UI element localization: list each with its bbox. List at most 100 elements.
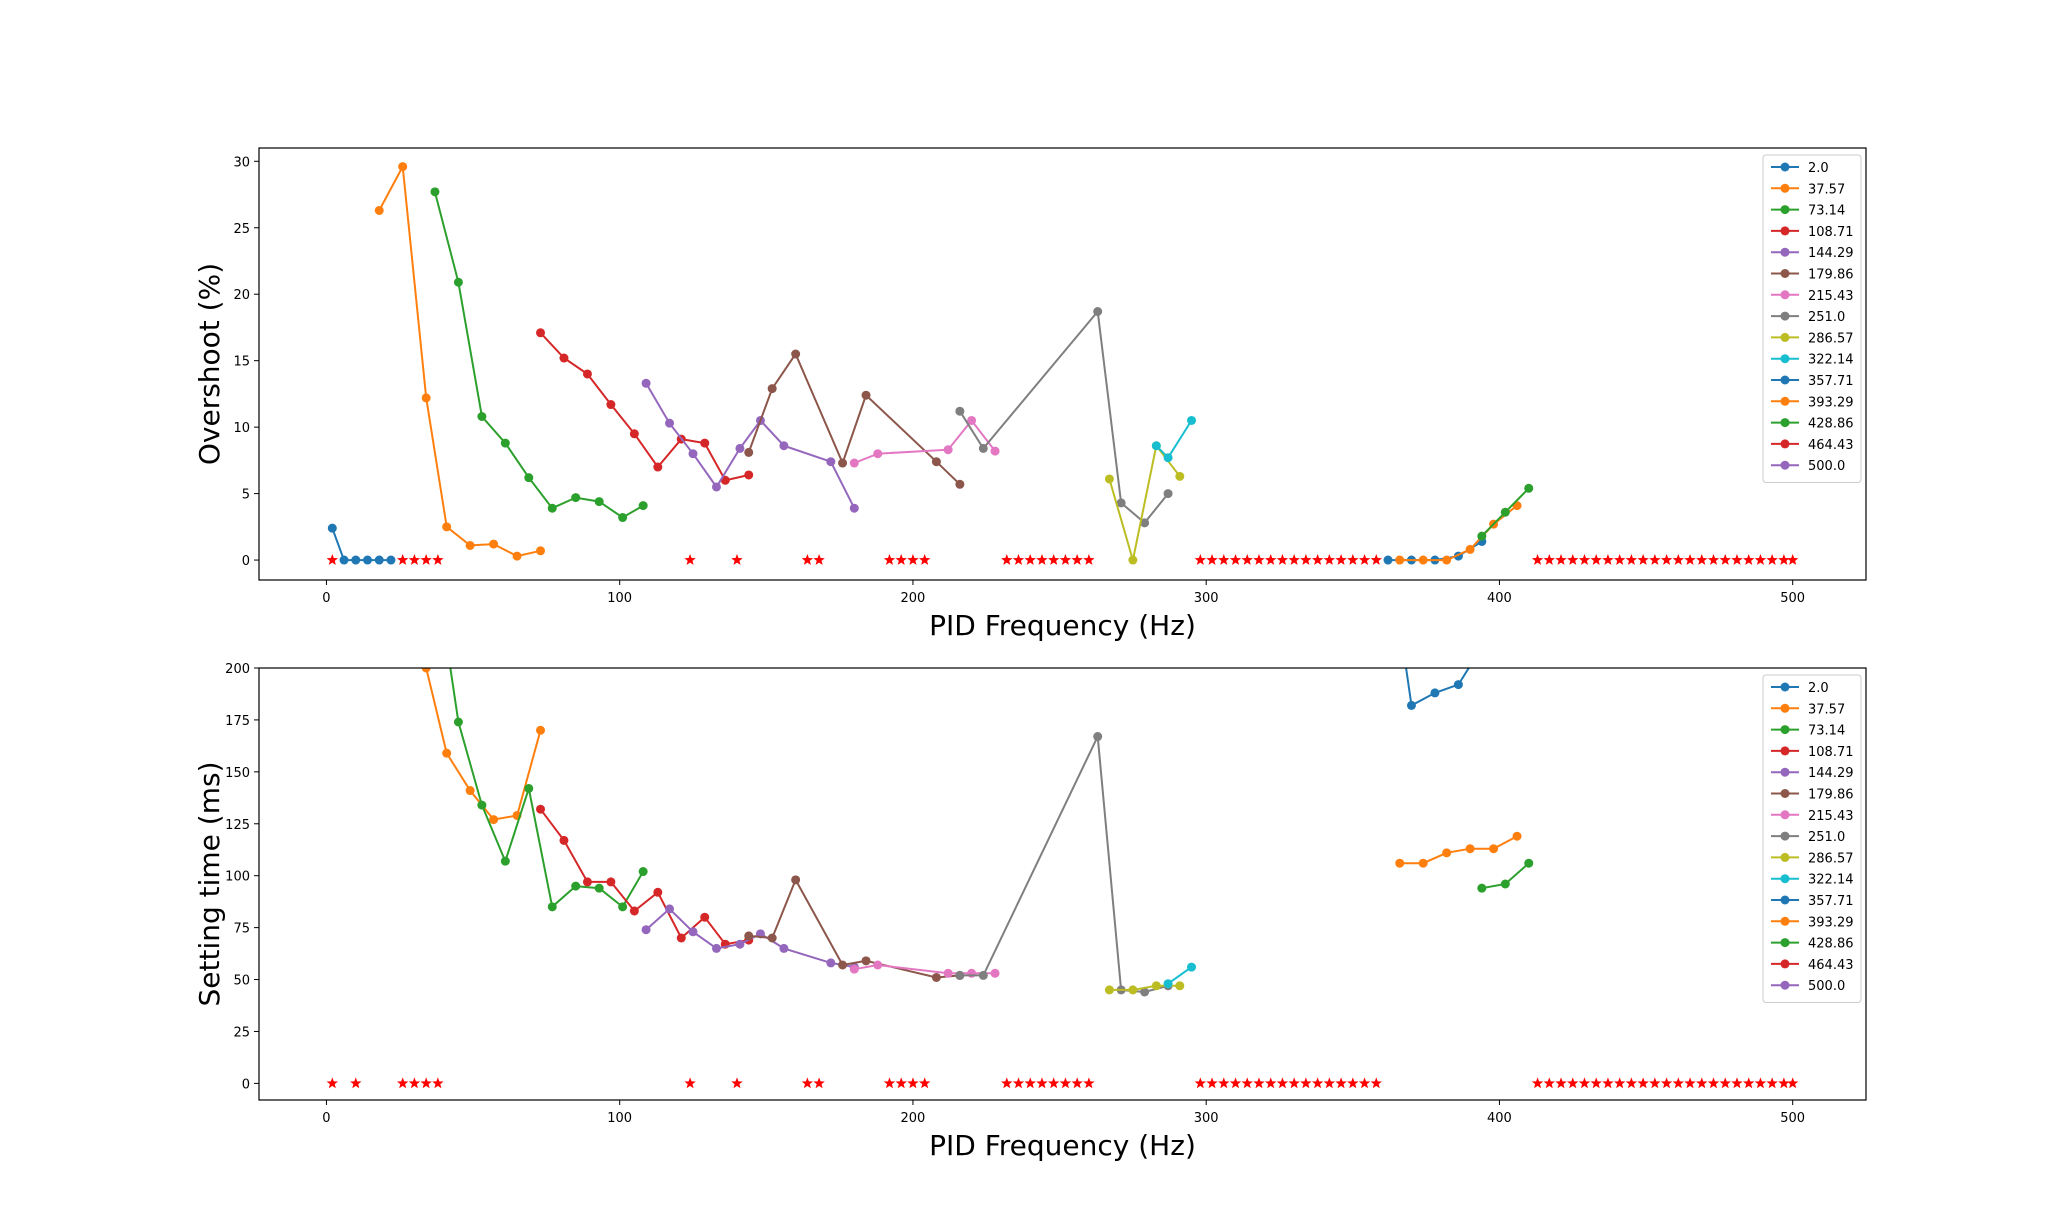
legend-marker	[1780, 396, 1790, 406]
series-line	[378, 163, 541, 558]
legend-marker	[1780, 375, 1790, 385]
legend-entry: 37.57	[1808, 702, 1845, 717]
data-point	[1442, 848, 1452, 858]
data-point	[536, 725, 546, 735]
data-point	[559, 835, 569, 845]
data-point	[767, 384, 777, 394]
data-point	[327, 523, 337, 533]
star-marker	[420, 554, 432, 565]
data-point	[967, 968, 977, 978]
data-point	[978, 970, 988, 980]
star-marker	[1754, 1077, 1767, 1089]
star-marker	[1229, 554, 1242, 565]
data-point	[398, 162, 408, 172]
star-marker	[1241, 554, 1253, 565]
legend-entry: 322.14	[1808, 873, 1854, 888]
legend-entry: 464.43	[1808, 438, 1854, 453]
data-point	[744, 447, 754, 457]
legend-marker	[1780, 418, 1790, 428]
data-point	[1406, 700, 1416, 710]
data-point	[1151, 981, 1161, 991]
legend-entry: 215.43	[1808, 809, 1854, 824]
data-point	[955, 406, 965, 416]
data-point	[1104, 474, 1114, 484]
data-point	[1163, 979, 1173, 989]
star-marker	[1265, 1077, 1277, 1089]
data-point	[638, 867, 648, 877]
star-marker	[895, 554, 907, 565]
star-marker	[1358, 554, 1371, 565]
legend-entry: 73.14	[1808, 724, 1845, 739]
legend-marker	[1780, 852, 1790, 862]
data-point	[571, 493, 581, 503]
legend-marker	[1780, 959, 1790, 969]
data-point	[700, 438, 710, 448]
star-marker	[1370, 554, 1382, 565]
star-marker	[1707, 1077, 1720, 1089]
x-tick-label: 300	[1194, 591, 1219, 606]
data-point	[339, 555, 349, 565]
data-point	[978, 443, 988, 453]
legend-entry: 251.0	[1808, 830, 1845, 845]
star-marker	[1048, 1077, 1060, 1089]
star-marker	[408, 1077, 421, 1089]
legend-entry: 73.14	[1808, 204, 1845, 219]
star-marker	[1613, 1077, 1626, 1089]
data-point	[955, 970, 965, 980]
star-marker	[1083, 1077, 1095, 1089]
star-marker	[883, 1077, 896, 1089]
star-marker	[1012, 1077, 1025, 1089]
star-marker	[1265, 554, 1277, 565]
y-tick-label: 20	[233, 288, 250, 303]
star-marker	[1288, 554, 1300, 565]
star-marker	[1567, 1077, 1579, 1089]
star-marker	[1001, 554, 1013, 565]
star-marker	[1567, 554, 1579, 565]
x-tick-label: 100	[607, 591, 632, 606]
data-point	[849, 503, 859, 513]
legend-marker	[1780, 354, 1790, 364]
star-marker	[907, 1077, 919, 1089]
legend: 2.0 37.57 73.14 108.71 144.29 179.86 215.43 251…	[1762, 674, 1862, 1003]
data-point	[931, 972, 941, 982]
star-marker	[1660, 1077, 1673, 1089]
star-marker	[1531, 554, 1544, 565]
plot-area	[326, 162, 1799, 565]
legend-entry: 464.43	[1808, 958, 1854, 973]
star-marker	[1719, 1077, 1731, 1089]
data-point	[688, 927, 698, 937]
y-axis-label: Setting time (ms)	[193, 761, 226, 1006]
star-marker	[1543, 554, 1555, 565]
data-point	[955, 479, 965, 489]
star-marker	[420, 1077, 432, 1089]
series-line	[1167, 966, 1193, 985]
x-tick-label: 100	[607, 1111, 632, 1126]
star-marker	[1696, 554, 1708, 565]
data-point	[744, 470, 754, 480]
data-point	[582, 877, 592, 887]
legend-marker	[1780, 205, 1790, 215]
data-point	[453, 717, 463, 727]
legend-marker	[1780, 746, 1790, 756]
y-tick-label: 175	[225, 714, 250, 729]
star-marker	[1696, 1077, 1708, 1089]
star-marker	[1059, 1077, 1072, 1089]
star-marker	[1071, 554, 1083, 565]
y-tick-label: 200	[225, 662, 250, 677]
series-line	[1155, 419, 1193, 460]
legend-marker	[1780, 332, 1790, 342]
data-point	[1500, 507, 1510, 517]
data-point	[641, 378, 651, 388]
series-line	[539, 808, 749, 946]
data-point	[1395, 858, 1405, 868]
star-marker	[1083, 554, 1095, 565]
overshoot-chart: 0 100 200 300 400 500 0 5 10 15 20 25 30 PID Frequenc…	[193, 147, 1867, 642]
data-point	[967, 415, 977, 425]
data-point	[524, 783, 534, 793]
data-point	[1140, 518, 1150, 528]
star-marker	[907, 554, 919, 565]
series-line	[959, 732, 1169, 994]
x-tick-label: 200	[901, 591, 926, 606]
star-marker	[1660, 554, 1673, 565]
data-point	[1163, 489, 1173, 499]
